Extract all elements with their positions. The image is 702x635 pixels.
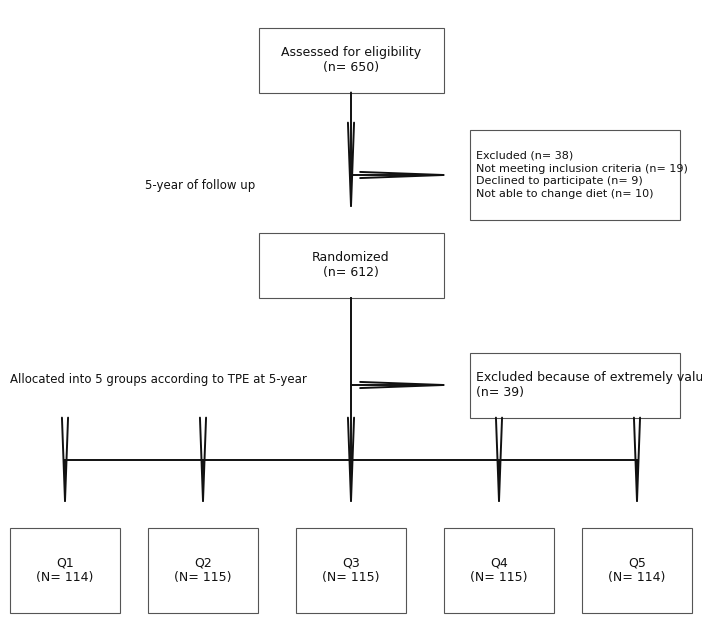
Text: Assessed for eligibility: Assessed for eligibility — [281, 46, 421, 59]
Bar — [470, 130, 680, 220]
Bar — [258, 27, 444, 93]
Bar — [582, 528, 692, 613]
Text: Not able to change diet (n= 10): Not able to change diet (n= 10) — [476, 189, 654, 199]
Bar — [148, 528, 258, 613]
Text: Allocated into 5 groups according to TPE at 5-year: Allocated into 5 groups according to TPE… — [10, 373, 307, 387]
Bar — [444, 528, 554, 613]
Bar — [470, 352, 680, 417]
Bar — [296, 528, 406, 613]
Text: (N= 115): (N= 115) — [470, 571, 528, 584]
Text: Randomized: Randomized — [312, 251, 390, 264]
Text: Q1: Q1 — [56, 556, 74, 570]
Text: (N= 114): (N= 114) — [37, 571, 93, 584]
Bar — [10, 528, 120, 613]
Text: (N= 114): (N= 114) — [609, 571, 665, 584]
Text: Excluded because of extremely value: Excluded because of extremely value — [476, 371, 702, 384]
Text: Q5: Q5 — [628, 556, 646, 570]
Text: (n= 612): (n= 612) — [323, 265, 379, 279]
Text: (N= 115): (N= 115) — [174, 571, 232, 584]
Text: Not meeting inclusion criteria (n= 19): Not meeting inclusion criteria (n= 19) — [476, 164, 688, 173]
Text: Q4: Q4 — [490, 556, 508, 570]
Text: Q3: Q3 — [342, 556, 360, 570]
Text: 5-year of follow up: 5-year of follow up — [145, 178, 256, 192]
Text: (n= 650): (n= 650) — [323, 61, 379, 74]
Text: Excluded (n= 38): Excluded (n= 38) — [476, 150, 574, 161]
Text: (n= 39): (n= 39) — [476, 385, 524, 399]
Text: Declined to participate (n= 9): Declined to participate (n= 9) — [476, 177, 643, 187]
Text: (N= 115): (N= 115) — [322, 571, 380, 584]
Text: Q2: Q2 — [194, 556, 212, 570]
Bar — [258, 232, 444, 298]
